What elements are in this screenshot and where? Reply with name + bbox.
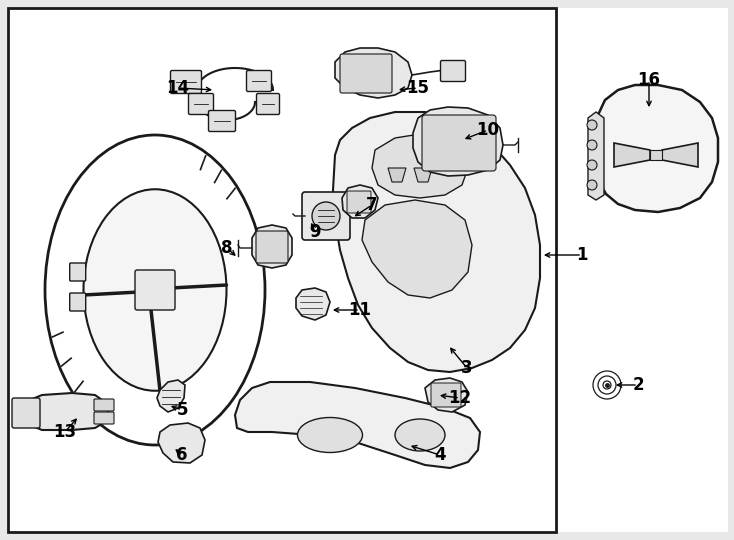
Polygon shape: [414, 168, 432, 182]
FancyBboxPatch shape: [302, 192, 350, 240]
Text: 2: 2: [632, 376, 644, 394]
FancyBboxPatch shape: [70, 293, 86, 311]
Ellipse shape: [139, 279, 171, 301]
FancyBboxPatch shape: [256, 93, 280, 114]
Text: 15: 15: [407, 79, 429, 97]
FancyBboxPatch shape: [70, 263, 86, 281]
FancyBboxPatch shape: [431, 383, 461, 407]
Circle shape: [587, 140, 597, 150]
Polygon shape: [333, 112, 540, 372]
Polygon shape: [158, 423, 205, 463]
FancyBboxPatch shape: [340, 54, 392, 93]
Text: 6: 6: [176, 446, 188, 464]
Polygon shape: [614, 143, 650, 167]
FancyBboxPatch shape: [247, 71, 272, 91]
Polygon shape: [342, 185, 378, 218]
Polygon shape: [588, 112, 604, 200]
FancyBboxPatch shape: [189, 93, 214, 114]
Polygon shape: [425, 378, 468, 412]
Ellipse shape: [45, 135, 265, 445]
Circle shape: [587, 160, 597, 170]
FancyBboxPatch shape: [94, 399, 114, 411]
Text: 8: 8: [221, 239, 233, 257]
FancyBboxPatch shape: [440, 60, 465, 82]
FancyBboxPatch shape: [256, 231, 288, 263]
Bar: [8, 8, 556, 532]
Text: 1: 1: [576, 246, 588, 264]
Text: 4: 4: [435, 446, 446, 464]
Text: 14: 14: [167, 79, 189, 97]
Polygon shape: [296, 288, 330, 320]
Circle shape: [312, 202, 340, 230]
Polygon shape: [235, 382, 480, 468]
Text: 16: 16: [638, 71, 661, 89]
FancyBboxPatch shape: [94, 412, 114, 424]
Polygon shape: [157, 380, 185, 412]
Text: 12: 12: [448, 389, 471, 407]
Polygon shape: [335, 48, 412, 98]
FancyBboxPatch shape: [422, 115, 496, 171]
Ellipse shape: [297, 417, 363, 453]
Circle shape: [587, 180, 597, 190]
FancyBboxPatch shape: [650, 150, 662, 160]
FancyBboxPatch shape: [12, 398, 40, 428]
Bar: [558, 8, 728, 532]
Polygon shape: [594, 85, 718, 212]
Text: 11: 11: [349, 301, 371, 319]
FancyBboxPatch shape: [208, 111, 236, 132]
Polygon shape: [662, 143, 698, 167]
Polygon shape: [22, 393, 108, 430]
Ellipse shape: [84, 189, 227, 391]
Polygon shape: [252, 225, 292, 268]
FancyBboxPatch shape: [347, 191, 371, 213]
Polygon shape: [413, 107, 503, 176]
Text: 13: 13: [54, 423, 76, 441]
Polygon shape: [362, 200, 472, 298]
FancyBboxPatch shape: [135, 270, 175, 310]
FancyBboxPatch shape: [170, 71, 202, 93]
Text: 5: 5: [176, 401, 188, 419]
Text: 9: 9: [309, 223, 321, 241]
Polygon shape: [388, 168, 406, 182]
Text: 10: 10: [476, 121, 500, 139]
Text: 3: 3: [461, 359, 473, 377]
Text: 7: 7: [366, 196, 378, 214]
Circle shape: [587, 120, 597, 130]
Ellipse shape: [395, 419, 445, 451]
Polygon shape: [372, 134, 468, 198]
